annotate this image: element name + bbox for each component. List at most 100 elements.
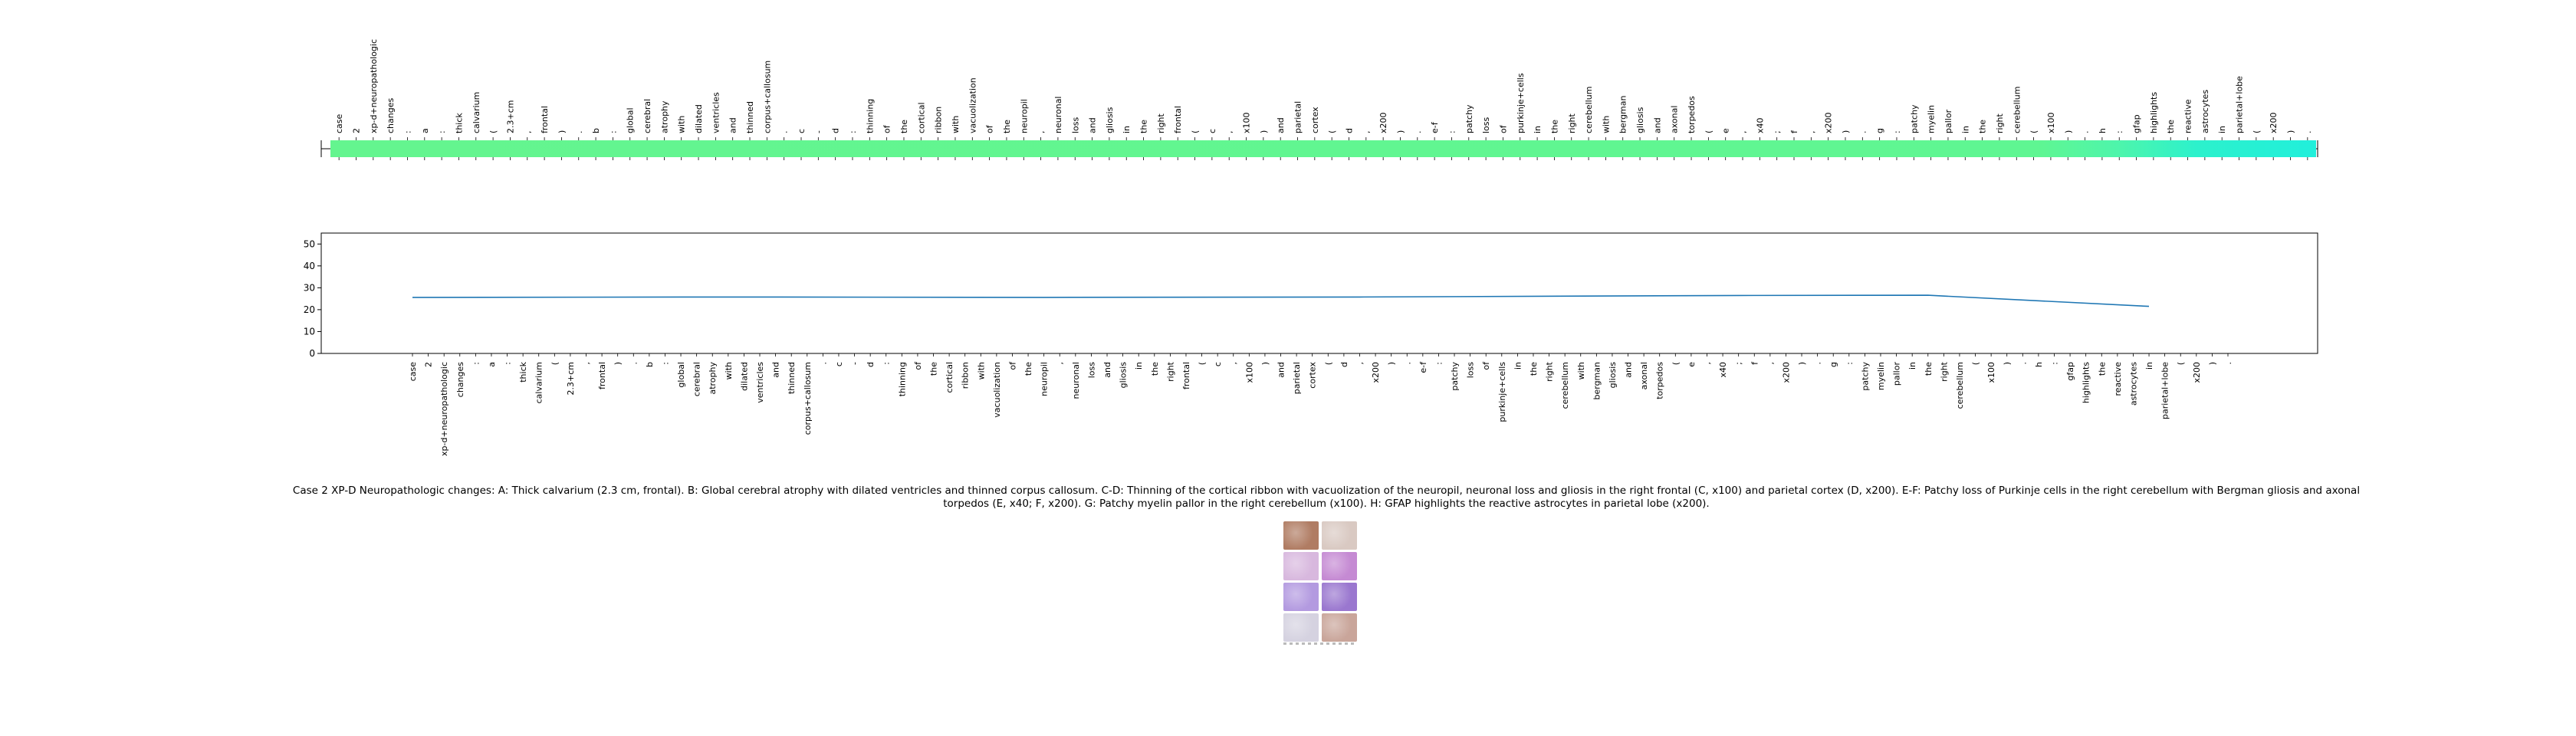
heatmap-token-label: the — [1549, 120, 1559, 133]
heatmap-token-label: cerebellum — [2012, 87, 2022, 133]
heatmap-token-label: in — [2217, 126, 2227, 133]
x-token-label: gliosis — [1119, 362, 1129, 389]
x-token-label: cerebral — [692, 362, 702, 396]
thumbnail-panel — [1322, 521, 1357, 550]
heatmap-token-label: the — [1978, 120, 1988, 133]
x-token-label: x200 — [2192, 362, 2202, 383]
x-token-label: : — [882, 362, 892, 365]
heatmap-token-label: , — [1362, 131, 1372, 134]
heatmap-token-label: ( — [1704, 130, 1714, 133]
heatmap-token-label: cortex — [1310, 107, 1320, 133]
x-token-label: neuropil — [1040, 362, 1050, 396]
line-plot-frame — [320, 232, 2318, 354]
heatmap-token-label: of — [882, 124, 892, 133]
x-token-label: . — [1813, 362, 1823, 365]
x-token-label: in — [1134, 362, 1144, 370]
x-token-label: case — [408, 362, 418, 382]
heatmap-token-label: cortical — [916, 102, 926, 133]
heatmap-token-label: . — [2303, 131, 2313, 134]
x-token-label: thinning — [897, 362, 907, 396]
x-token-label: ( — [1198, 362, 1208, 365]
heatmap-token-label: right — [1995, 113, 2005, 133]
heatmap-token-label: thinned — [745, 101, 755, 133]
x-token-label: c — [834, 362, 844, 366]
heatmap-token-label: gfap — [2132, 114, 2142, 133]
x-token-label: with — [976, 362, 986, 380]
heatmap-token-label: ) — [1395, 130, 1405, 133]
x-token-label: , — [582, 362, 592, 365]
x-token-label: patchy — [1860, 362, 1870, 391]
thumbnail-panel — [1283, 521, 1319, 550]
heatmap-token-label: : — [1447, 130, 1457, 133]
x-token-label: axonal — [1639, 362, 1649, 389]
x-token-label: the — [929, 362, 939, 376]
heatmap-token-label: , — [1738, 131, 1748, 134]
heatmap-token-label: : — [437, 130, 447, 133]
heatmap-token-label: case — [334, 113, 344, 133]
heatmap-token-label: loss — [1481, 117, 1491, 133]
heatmap-token-label: c — [797, 129, 807, 133]
x-token-label: the — [2097, 362, 2107, 376]
heatmap-token-label: - — [813, 130, 823, 133]
heatmap-token-label: patchy — [1909, 104, 1919, 133]
x-token-label: ventricles — [755, 362, 765, 403]
heatmap-token-label: neuronal — [1053, 97, 1063, 134]
x-token-label: right — [1165, 361, 1175, 382]
heatmap-token-label: x200 — [2269, 112, 2279, 133]
x-token-label: thick — [518, 361, 528, 382]
heatmap-token-label: global — [626, 107, 636, 133]
heatmap-token-label: and — [1652, 117, 1662, 133]
x-token-label: reactive — [2113, 362, 2123, 396]
heatmap-token-label: parietal — [1293, 101, 1303, 133]
x-token-label: and — [1624, 362, 1634, 378]
x-token-label: e — [1687, 362, 1697, 367]
heatmap-token-label: . — [780, 131, 790, 134]
x-token-label: x40 — [1718, 362, 1728, 378]
heatmap-token-label: : — [1892, 130, 1902, 133]
x-token-label: in — [1907, 362, 1917, 370]
heatmap-token-label: dilated — [694, 104, 704, 133]
x-token-label: calvarium — [534, 362, 544, 403]
heatmap-x-ticks — [320, 137, 2318, 160]
heatmap-token-label: ) — [2063, 130, 2073, 133]
x-token-label: , — [1702, 362, 1712, 365]
heatmap-token-label: purkinje+cells — [1516, 73, 1526, 133]
heatmap-token-label: ventricles — [711, 92, 721, 133]
heatmap-token-label: , — [1037, 131, 1046, 134]
x-token-label: ribbon — [961, 362, 971, 389]
x-token-label: : — [660, 362, 670, 365]
heatmap-token-label: f — [1789, 130, 1799, 133]
heatmap-token-label: thick — [454, 113, 464, 133]
x-token-label: dilated — [739, 362, 749, 391]
heatmap-token-label: gliosis — [1635, 107, 1645, 133]
heatmap-token-label: calvarium — [472, 92, 481, 133]
x-token-label: in — [1513, 362, 1523, 370]
heatmap-token-label: the — [1002, 120, 1012, 133]
x-token-label: the — [1150, 362, 1160, 376]
heatmap-token-label: ribbon — [934, 107, 944, 133]
x-token-label: with — [724, 362, 734, 380]
x-token-label: : — [2049, 362, 2059, 365]
x-token-label: the — [1924, 362, 1934, 376]
x-token-label: purkinje+cells — [1497, 362, 1507, 422]
line-x-ticks — [412, 353, 2229, 356]
x-token-label: parietal+lobe — [2160, 362, 2170, 419]
heatmap-token-label: axonal — [1670, 106, 1680, 133]
heatmap-token-label: x100 — [1242, 112, 1252, 133]
x-token-label: atrophy — [708, 362, 718, 395]
x-token-label: x200 — [1371, 362, 1381, 383]
heatmap-token-label: d — [831, 128, 841, 133]
heatmap-token-label: right — [1156, 113, 1166, 133]
heatmap-token-label: parietal+lobe — [2235, 76, 2245, 133]
heatmap-token-label: xp-d+neuropathologic — [369, 39, 379, 133]
heatmap-token-label: ( — [1191, 130, 1201, 133]
heatmap-token-label: of — [985, 124, 995, 133]
x-token-label: neuronal — [1071, 362, 1081, 399]
x-token-label: ( — [1971, 362, 1981, 365]
heatmap-token-label: x100 — [2046, 112, 2056, 133]
heatmap-token-label: changes — [386, 98, 396, 133]
x-token-label: of — [1481, 361, 1491, 370]
x-token-label: ( — [2176, 362, 2186, 365]
